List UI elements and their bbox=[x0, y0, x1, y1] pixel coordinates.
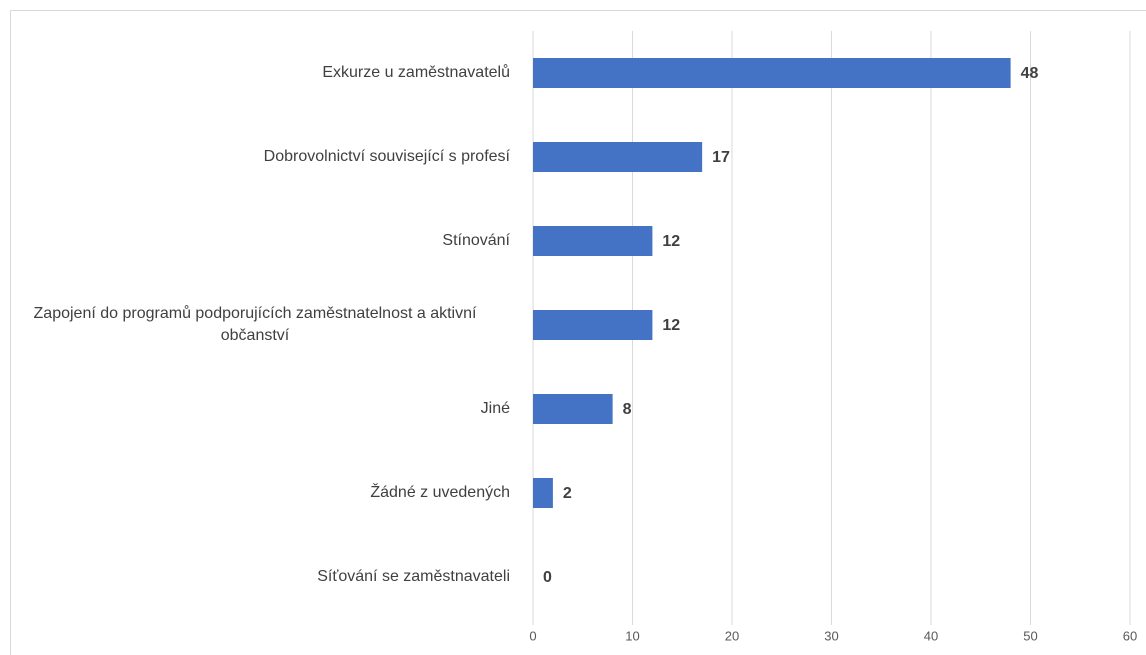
x-tick-label: 60 bbox=[1123, 628, 1137, 643]
data-label: 12 bbox=[662, 317, 680, 334]
x-tick-label: 50 bbox=[1023, 628, 1037, 643]
category-text: Dobrovolnictví související s profesí bbox=[263, 148, 510, 165]
bar bbox=[533, 310, 653, 340]
category-label: Stínování bbox=[0, 230, 510, 252]
x-tick-label: 0 bbox=[529, 628, 536, 643]
category-text: Žádné z uvedených bbox=[370, 484, 510, 501]
category-text: Stínování bbox=[442, 232, 510, 249]
category-label: Dobrovolnictví související s profesí bbox=[0, 146, 510, 168]
category-label: Zapojení do programů podporujících zaměs… bbox=[0, 303, 510, 347]
x-tick-label: 30 bbox=[824, 628, 838, 643]
category-text: Exkurze u zaměstnavatelů bbox=[322, 64, 510, 81]
category-label: Síťování se zaměstnavateli bbox=[0, 566, 510, 588]
category-label: Exkurze u zaměstnavatelů bbox=[0, 62, 510, 84]
x-tick-label: 20 bbox=[725, 628, 739, 643]
data-label: 2 bbox=[563, 485, 572, 502]
category-text: Zapojení do programů podporujících zaměs… bbox=[33, 305, 477, 344]
category-label: Jiné bbox=[0, 398, 510, 420]
bar bbox=[533, 478, 553, 508]
bar bbox=[533, 394, 613, 424]
bar bbox=[533, 226, 653, 256]
category-label: Žádné z uvedených bbox=[0, 482, 510, 504]
bar bbox=[533, 142, 703, 172]
category-text: Síťování se zaměstnavateli bbox=[317, 568, 510, 585]
data-label: 8 bbox=[623, 401, 632, 418]
x-tick-label: 10 bbox=[625, 628, 639, 643]
data-label: 0 bbox=[543, 569, 552, 586]
x-tick-label: 40 bbox=[924, 628, 938, 643]
category-text: Jiné bbox=[480, 400, 510, 417]
chart-border bbox=[10, 10, 1146, 655]
bar bbox=[533, 58, 1011, 88]
data-label: 12 bbox=[662, 233, 680, 250]
data-label: 17 bbox=[712, 149, 730, 166]
data-label: 48 bbox=[1021, 65, 1039, 82]
